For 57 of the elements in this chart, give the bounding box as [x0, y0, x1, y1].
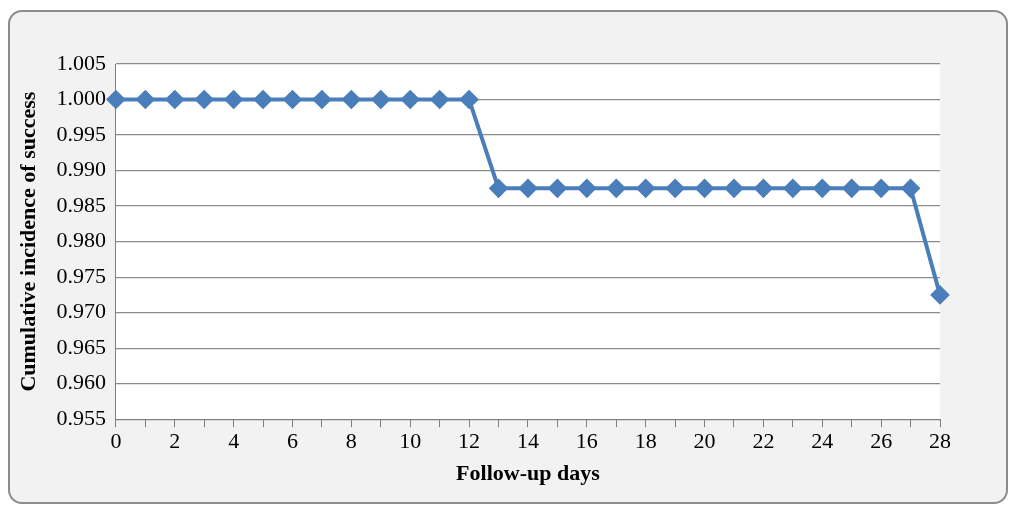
- y-tick-label: 1.005: [56, 49, 106, 75]
- x-tick-label: 20: [693, 428, 716, 454]
- y-tick-label: 0.970: [56, 298, 106, 324]
- x-tick-label: 18: [634, 428, 657, 454]
- point: [283, 90, 302, 109]
- point: [577, 179, 596, 198]
- y-tick-label: 0.980: [56, 227, 106, 253]
- point: [195, 90, 214, 109]
- x-tick-label: 10: [399, 428, 422, 454]
- y-tick-label: 1.000: [56, 85, 106, 111]
- point: [489, 179, 508, 198]
- x-tick-label: 12: [458, 428, 481, 454]
- point: [872, 179, 891, 198]
- y-tick-label: 0.995: [56, 120, 106, 146]
- point: [813, 179, 832, 198]
- point: [842, 179, 861, 198]
- x-tick-label: 4: [228, 428, 240, 454]
- x-tick-label: 2: [169, 428, 181, 454]
- y-tick-label: 0.955: [56, 404, 106, 430]
- x-tick-label: 26: [870, 428, 893, 454]
- point: [342, 90, 361, 109]
- point: [224, 90, 243, 109]
- y-tick-label: 0.990: [56, 156, 106, 182]
- point: [165, 90, 184, 109]
- x-axis-title: Follow-up days: [456, 460, 601, 486]
- point: [254, 90, 273, 109]
- point: [901, 179, 920, 198]
- point: [136, 90, 155, 109]
- x-tick-label: 16: [575, 428, 598, 454]
- point: [371, 90, 390, 109]
- x-tick-label: 6: [286, 428, 298, 454]
- point: [518, 179, 537, 198]
- x-tick-label: 8: [345, 428, 357, 454]
- point: [931, 285, 949, 304]
- x-tick-label: 14: [516, 428, 539, 454]
- point: [430, 90, 449, 109]
- y-tick-label: 0.975: [56, 262, 106, 288]
- point: [548, 179, 567, 198]
- y-tick-label: 0.965: [56, 333, 106, 359]
- point: [312, 90, 331, 109]
- x-tick-label: 0: [110, 428, 122, 454]
- point: [695, 179, 714, 198]
- point: [783, 179, 802, 198]
- point: [666, 179, 685, 198]
- point: [106, 90, 125, 109]
- y-tick-label: 0.960: [56, 369, 106, 395]
- point: [401, 90, 420, 109]
- x-tick-label: 28: [929, 428, 951, 454]
- point: [636, 179, 655, 198]
- point: [754, 179, 773, 198]
- point: [460, 90, 479, 109]
- point: [607, 179, 626, 198]
- x-tick-label: 24: [811, 428, 834, 454]
- y-tick-label: 0.985: [56, 191, 106, 217]
- point: [724, 179, 743, 198]
- y-axis-title: Cumulative incidence of success: [14, 91, 40, 392]
- x-tick-label: 22: [752, 428, 775, 454]
